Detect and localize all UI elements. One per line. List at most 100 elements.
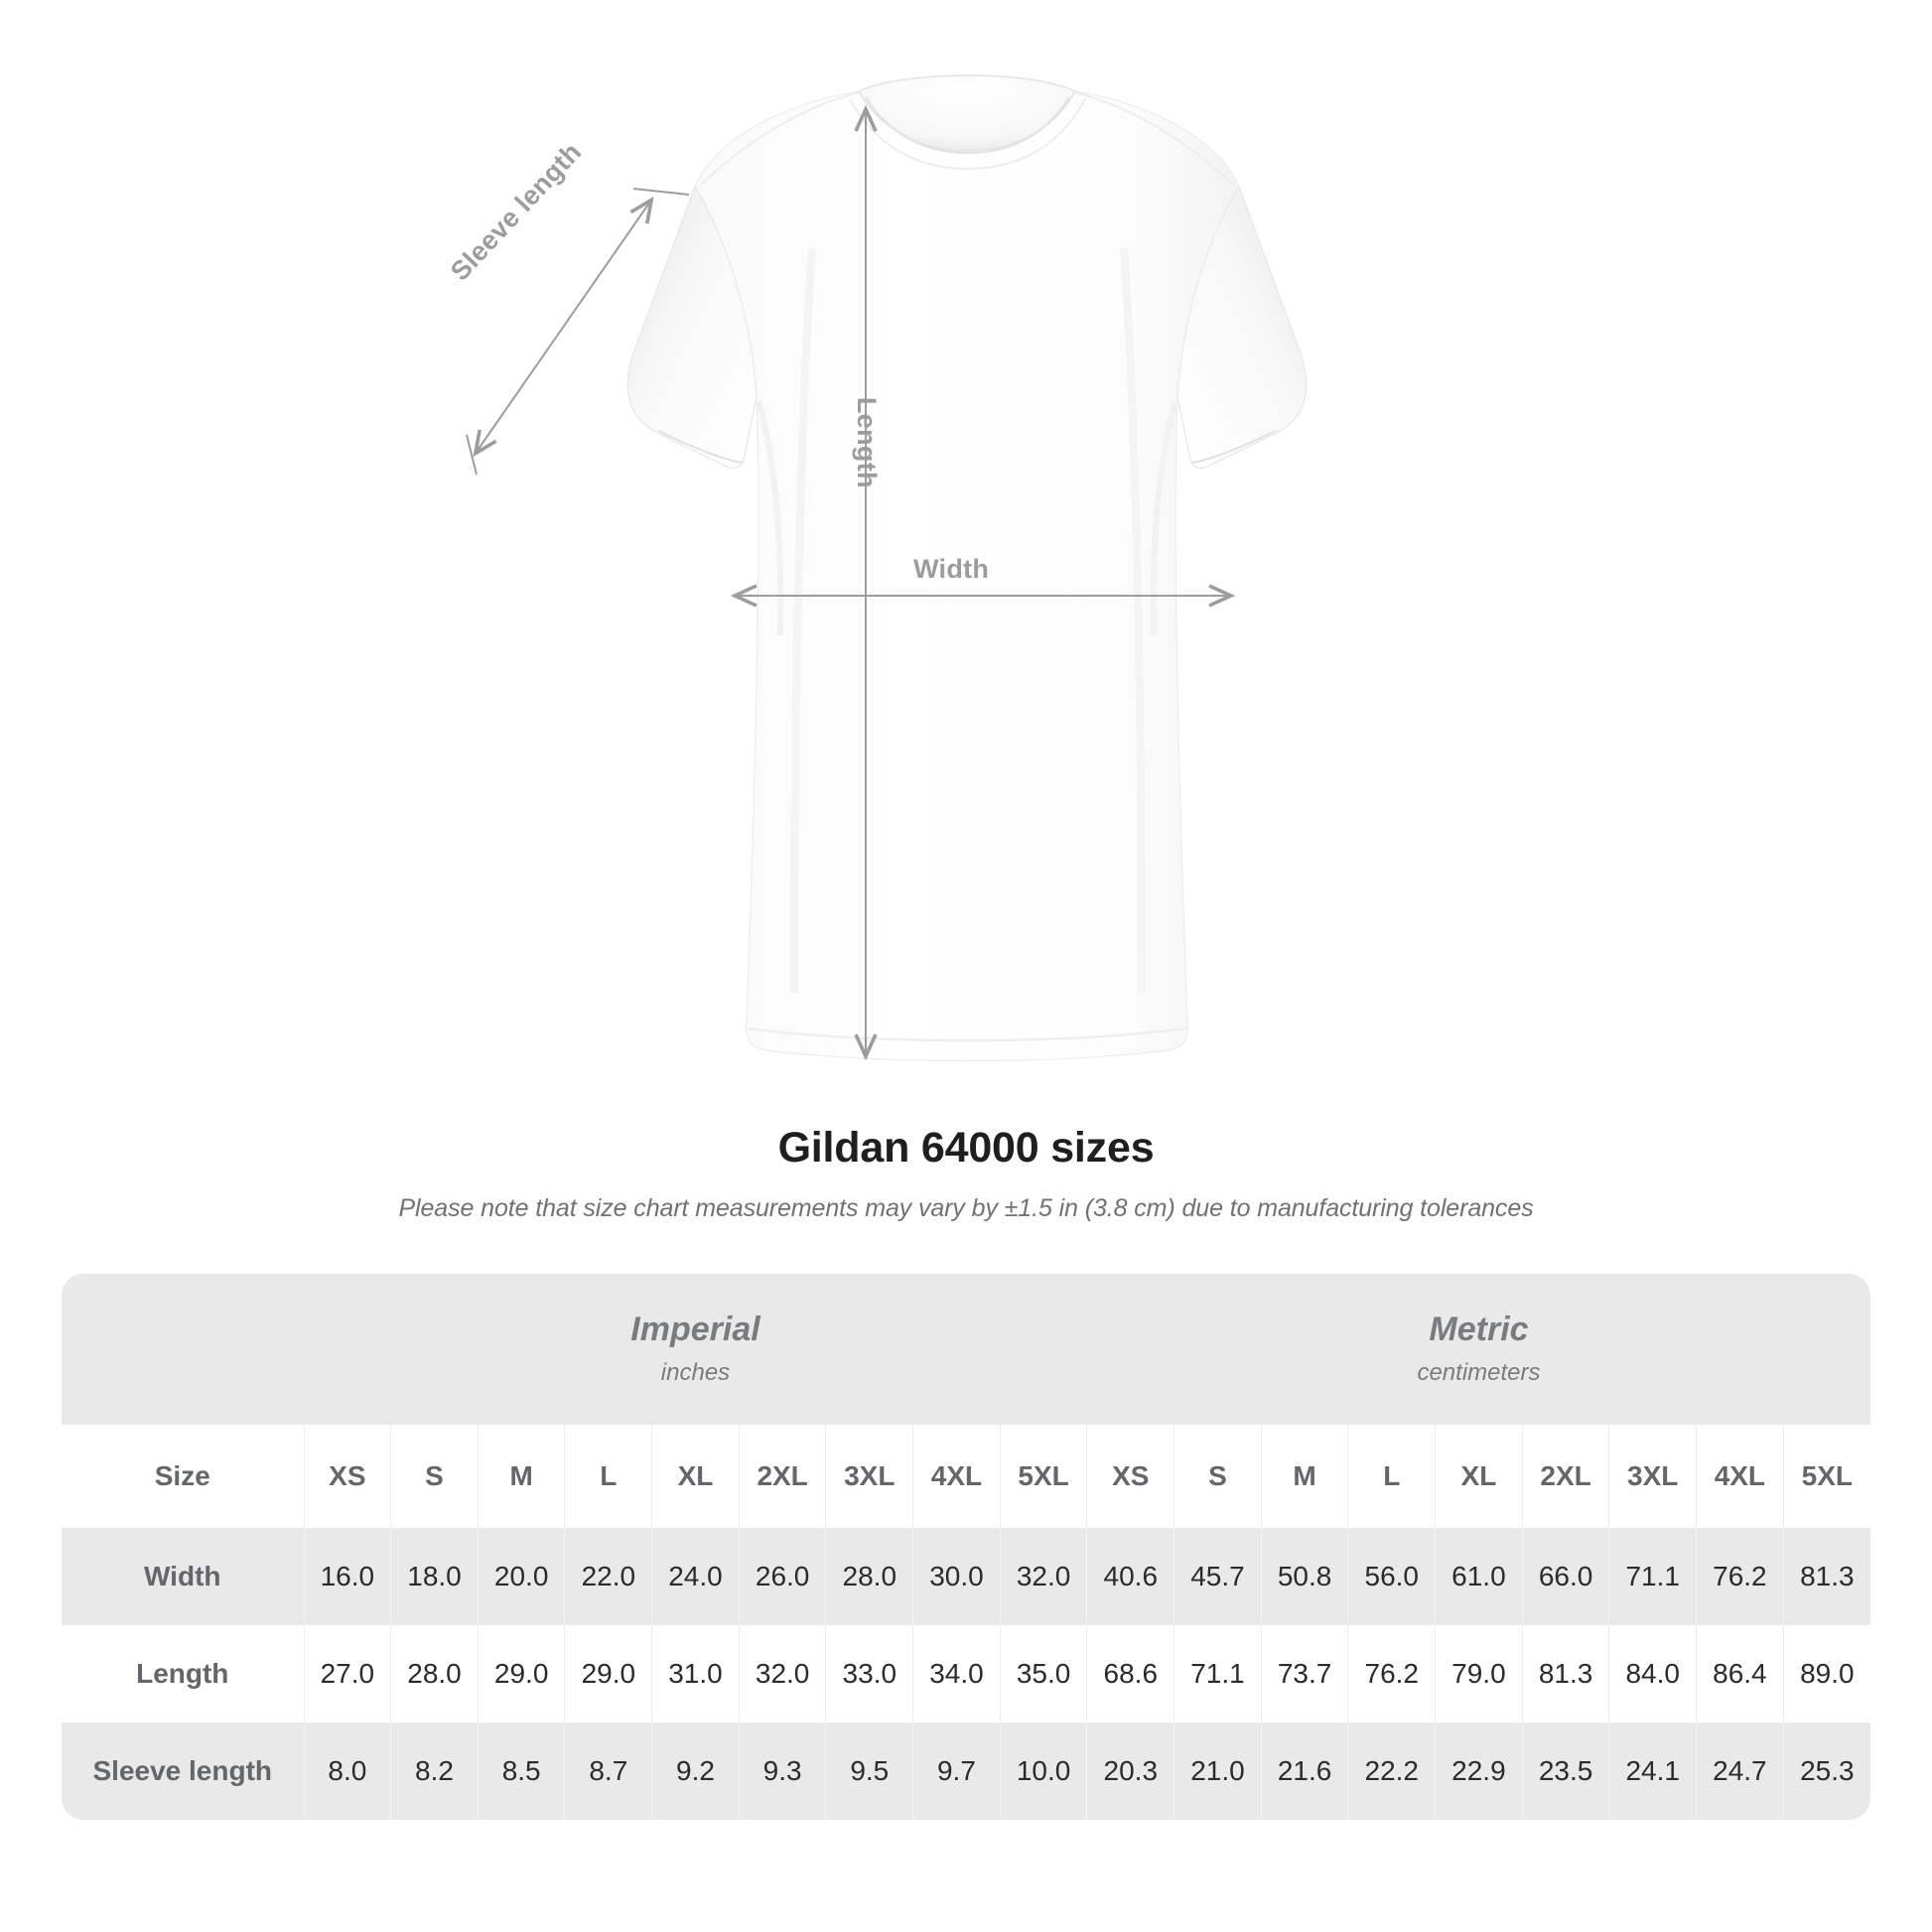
row-header-width: Width [62,1528,305,1625]
cell-sleeve-length-M-in: 8.5 [477,1723,565,1820]
cell-sleeve-length-M-cm: 21.6 [1260,1723,1348,1820]
unit-group-metric: Metric centimeters [1086,1274,1870,1425]
cell-length-XS-cm: 68.6 [1086,1625,1174,1723]
cell-sleeve-length-L-in: 8.7 [564,1723,652,1820]
unit-band-spacer [62,1274,305,1425]
column-header-l-imperial: L [564,1425,652,1528]
unit-group-metric-sub: centimeters [1417,1358,1541,1386]
cell-sleeve-length-S-in: 8.2 [390,1723,479,1820]
tshirt-illustration [466,74,1308,1062]
cell-width-4XL-in: 30.0 [912,1528,1001,1625]
cell-width-2XL-cm: 66.0 [1521,1528,1609,1625]
bottom-hem [748,1027,1186,1042]
column-header-3xl-imperial: 3XL [825,1425,913,1528]
cell-width-5XL-cm: 81.3 [1782,1528,1870,1625]
unit-group-metric-name: Metric [1429,1311,1529,1349]
table-row: Sleeve length 8.0 8.2 8.5 8.7 9.2 9.3 9.5 9.7 10.… [62,1723,1870,1820]
length-label: Length [852,397,882,488]
cell-width-XL-in: 24.0 [651,1528,740,1625]
fabric-fold-right [1120,247,1146,994]
size-table-container: Imperial inches Metric centimeters Size XS S M L… [62,1274,1870,1820]
column-header-xs-imperial: XS [303,1425,391,1528]
cell-sleeve-length-XS-cm: 20.3 [1086,1723,1174,1820]
title-block: Gildan 64000 sizes Please note that size… [0,1124,1932,1223]
column-header-m-imperial: M [477,1425,565,1528]
column-header-size: Size [62,1425,305,1528]
column-header-5xl-metric: 5XL [1782,1425,1870,1528]
cell-width-5XL-in: 32.0 [999,1528,1087,1625]
collar-rib-inner [865,96,1070,155]
cell-width-4XL-cm: 76.2 [1696,1528,1784,1625]
unit-group-imperial-name: Imperial [630,1311,760,1349]
column-header-l-metric: L [1347,1425,1436,1528]
size-table: Imperial inches Metric centimeters Size XS S M L… [62,1274,1870,1820]
cell-length-3XL-in: 33.0 [825,1625,913,1723]
sleeve-hem-left [657,430,744,464]
shoulder-seam-right [1073,91,1234,186]
cell-length-XS-in: 27.0 [303,1625,391,1723]
cell-width-S-in: 18.0 [390,1528,479,1625]
row-header-sleeve-length: Sleeve length [62,1723,305,1820]
cell-length-M-cm: 73.7 [1260,1625,1348,1723]
cell-length-L-in: 29.0 [564,1625,652,1723]
column-header-xl-metric: XL [1435,1425,1523,1528]
column-header-s-imperial: S [390,1425,479,1528]
cell-width-XL-cm: 61.0 [1435,1528,1523,1625]
column-header-2xl-metric: 2XL [1521,1425,1609,1528]
cell-width-L-cm: 56.0 [1347,1528,1436,1625]
width-label: Width [913,554,990,584]
cell-width-XS-in: 16.0 [303,1528,391,1625]
cell-length-L-cm: 76.2 [1347,1625,1436,1723]
cell-width-3XL-in: 28.0 [825,1528,913,1625]
cell-width-S-cm: 45.7 [1173,1528,1262,1625]
unit-band-row: Imperial inches Metric centimeters [62,1274,1870,1425]
cell-length-S-in: 28.0 [390,1625,479,1723]
column-header-4xl-metric: 4XL [1696,1425,1784,1528]
cell-length-5XL-cm: 89.0 [1782,1625,1870,1723]
tolerance-note: Please note that size chart measurements… [398,1194,1534,1222]
cell-sleeve-length-4XL-cm: 24.7 [1696,1723,1784,1820]
unit-group-imperial-sub: inches [660,1358,731,1386]
cell-length-4XL-cm: 86.4 [1696,1625,1784,1723]
sleeve-tick-top [632,188,690,196]
cell-width-L-in: 22.0 [564,1528,652,1625]
table-row: Length 27.0 28.0 29.0 29.0 31.0 32.0 33.0 34.0 35… [62,1625,1870,1723]
cell-sleeve-length-3XL-in: 9.5 [825,1723,913,1820]
column-header-xl-imperial: XL [651,1425,740,1528]
cell-sleeve-length-3XL-cm: 24.1 [1608,1723,1697,1820]
cell-length-S-cm: 71.1 [1173,1625,1262,1723]
column-header-5xl-imperial: 5XL [999,1425,1087,1528]
column-header-4xl-imperial: 4XL [912,1425,1001,1528]
sleeve-measure-arrow [477,202,650,452]
sleeve-tick-bottom [466,434,478,476]
cell-width-M-in: 20.0 [477,1528,565,1625]
table-header-row: Size XS S M L XL 2XL 3XL 4XL 5XL XS S M L XL 2XL 3XL 4XL 5… [62,1425,1870,1528]
cell-sleeve-length-L-cm: 22.2 [1347,1723,1436,1820]
shirt-collar [858,74,1076,152]
cell-width-M-cm: 50.8 [1260,1528,1348,1625]
cell-length-2XL-cm: 81.3 [1521,1625,1609,1723]
cell-sleeve-length-XS-in: 8.0 [303,1723,391,1820]
unit-group-imperial: Imperial inches [304,1274,1087,1425]
cell-length-5XL-in: 35.0 [999,1625,1087,1723]
column-header-s-metric: S [1173,1425,1262,1528]
cell-width-3XL-cm: 71.1 [1608,1528,1697,1625]
column-header-m-metric: M [1260,1425,1348,1528]
cell-sleeve-length-5XL-cm: 25.3 [1782,1723,1870,1820]
cell-sleeve-length-4XL-in: 9.7 [912,1723,1001,1820]
column-header-2xl-imperial: 2XL [738,1425,826,1528]
cell-length-2XL-in: 32.0 [738,1625,826,1723]
cell-sleeve-length-2XL-in: 9.3 [738,1723,826,1820]
cell-width-2XL-in: 26.0 [738,1528,826,1625]
shoulder-seam-left [700,91,861,186]
cell-sleeve-length-2XL-cm: 23.5 [1521,1723,1609,1820]
cell-length-4XL-in: 34.0 [912,1625,1001,1723]
column-header-xs-metric: XS [1086,1425,1174,1528]
tshirt-diagram: Sleeve length Length Width [445,74,1308,1062]
cell-sleeve-length-S-cm: 21.0 [1173,1723,1262,1820]
row-header-length: Length [62,1625,305,1723]
cell-length-3XL-cm: 84.0 [1608,1625,1697,1723]
cell-sleeve-length-XL-cm: 22.9 [1435,1723,1523,1820]
cell-length-XL-cm: 79.0 [1435,1625,1523,1723]
